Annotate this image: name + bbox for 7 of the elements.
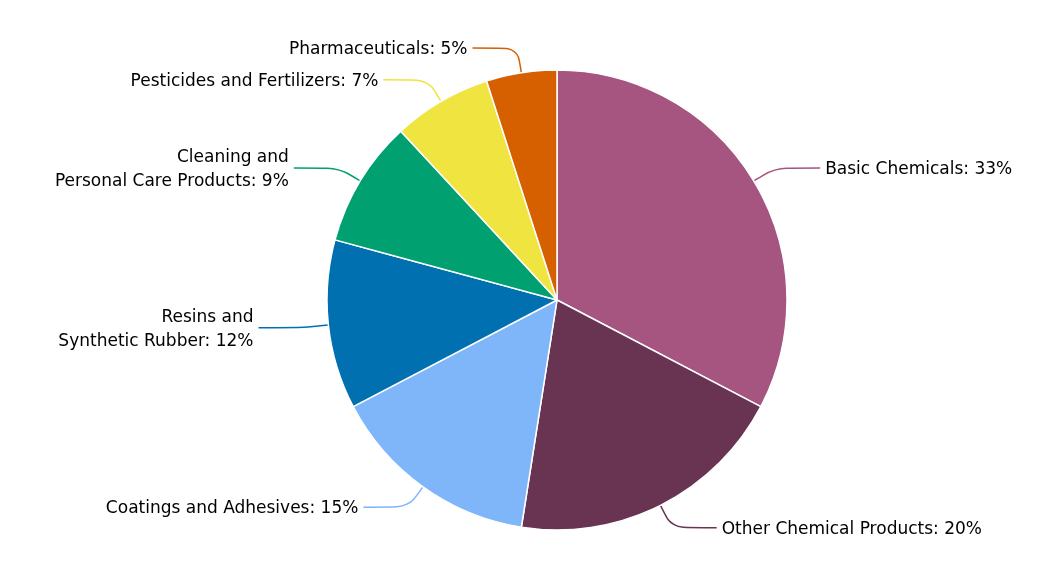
slice-label: Coatings and Adhesives: 15% (105, 497, 359, 518)
slice-label: Pharmaceuticals: 5% (288, 38, 468, 59)
slice-label: Resins and Synthetic Rubber: 12% (58, 305, 254, 350)
slice-label: Pesticides and Fertilizers: 7% (130, 69, 379, 90)
slice-label: Cleaning and Personal Care Products: 9% (54, 145, 289, 190)
slice-label: Other Chemical Products: 20% (721, 517, 982, 538)
slice-label: Basic Chemicals: 33% (825, 157, 1013, 178)
